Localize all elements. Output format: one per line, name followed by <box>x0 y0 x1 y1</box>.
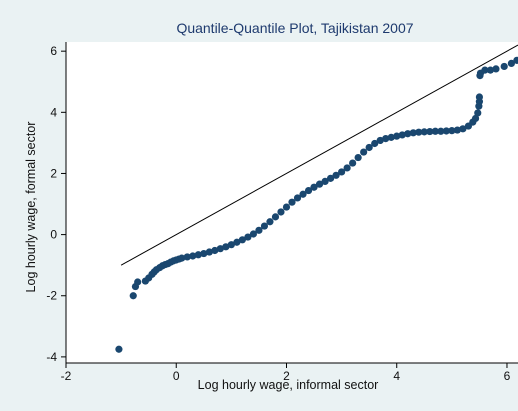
x-tick-label: -2 <box>61 369 72 383</box>
x-tick-label: 0 <box>173 369 180 383</box>
reference-line <box>120 44 518 266</box>
data-point <box>315 180 324 188</box>
data-point <box>216 245 224 253</box>
data-point <box>343 164 351 172</box>
data-point <box>277 208 285 216</box>
data-point <box>453 126 461 134</box>
data-point <box>338 168 346 176</box>
data-point <box>282 203 291 211</box>
data-point <box>398 131 406 139</box>
data-point <box>431 127 439 135</box>
data-point <box>288 198 296 206</box>
data-point <box>200 249 208 258</box>
data-point <box>211 246 219 255</box>
data-point <box>426 127 434 136</box>
data-point <box>475 93 484 101</box>
x-tick-label: 6 <box>504 369 511 383</box>
data-point <box>365 143 373 152</box>
x-axis-label: Log hourly wage, informal sector <box>198 378 379 392</box>
data-points <box>115 56 518 353</box>
y-tick-label: 2 <box>50 166 57 180</box>
data-point <box>387 133 395 141</box>
data-point <box>266 218 274 226</box>
data-point <box>404 130 412 138</box>
data-point <box>233 238 241 246</box>
data-point <box>442 127 450 135</box>
data-point <box>260 222 269 230</box>
data-point <box>376 136 384 145</box>
data-point <box>420 128 428 136</box>
x-tick-label: 2 <box>283 369 290 383</box>
y-axis-label: Log hourly wage, formal sector <box>24 122 38 293</box>
y-tick-label: 0 <box>50 228 57 242</box>
data-point <box>205 248 213 256</box>
data-point <box>349 159 357 167</box>
data-point <box>299 190 307 198</box>
y-tick-label: -4 <box>46 350 57 364</box>
data-point <box>293 194 302 202</box>
data-point <box>222 243 230 251</box>
data-point <box>382 135 390 143</box>
y-tick-label: 6 <box>50 44 57 58</box>
data-point <box>238 236 246 244</box>
data-point <box>474 109 482 117</box>
data-point <box>244 233 252 241</box>
data-point <box>415 128 423 136</box>
chart-title: Quantile-Quantile Plot, Tajikistan 2007 <box>176 20 413 36</box>
data-point <box>227 241 235 249</box>
axes: -4 -2 0 2 4 6 -2 0 2 4 6 <box>46 42 518 383</box>
x-tick-label: 4 <box>393 369 400 383</box>
data-point <box>321 177 329 186</box>
data-point <box>486 66 495 74</box>
data-point <box>183 253 191 261</box>
data-point <box>354 153 362 162</box>
y-tick-label: -2 <box>46 289 57 303</box>
data-point <box>360 148 368 156</box>
data-point <box>310 183 318 191</box>
data-point <box>178 254 186 262</box>
data-point <box>481 66 489 74</box>
data-point <box>409 129 417 137</box>
data-point <box>129 292 137 300</box>
data-point <box>326 174 335 182</box>
data-point <box>492 65 500 73</box>
data-point <box>459 125 467 133</box>
data-point <box>115 345 123 353</box>
data-point <box>304 186 313 195</box>
data-point <box>500 62 508 71</box>
data-point <box>513 56 518 64</box>
data-point <box>448 127 456 135</box>
data-point <box>393 132 401 140</box>
data-point <box>437 127 445 135</box>
reference-line-group <box>120 44 518 266</box>
data-point <box>255 226 263 234</box>
data-point <box>134 278 142 286</box>
data-point <box>507 59 515 67</box>
data-point <box>471 114 480 123</box>
data-point <box>271 213 280 221</box>
data-point <box>249 230 258 238</box>
data-point <box>332 171 340 179</box>
data-point <box>194 251 202 259</box>
y-tick-label: 4 <box>50 105 57 119</box>
data-point <box>371 139 379 148</box>
data-point <box>189 252 197 260</box>
